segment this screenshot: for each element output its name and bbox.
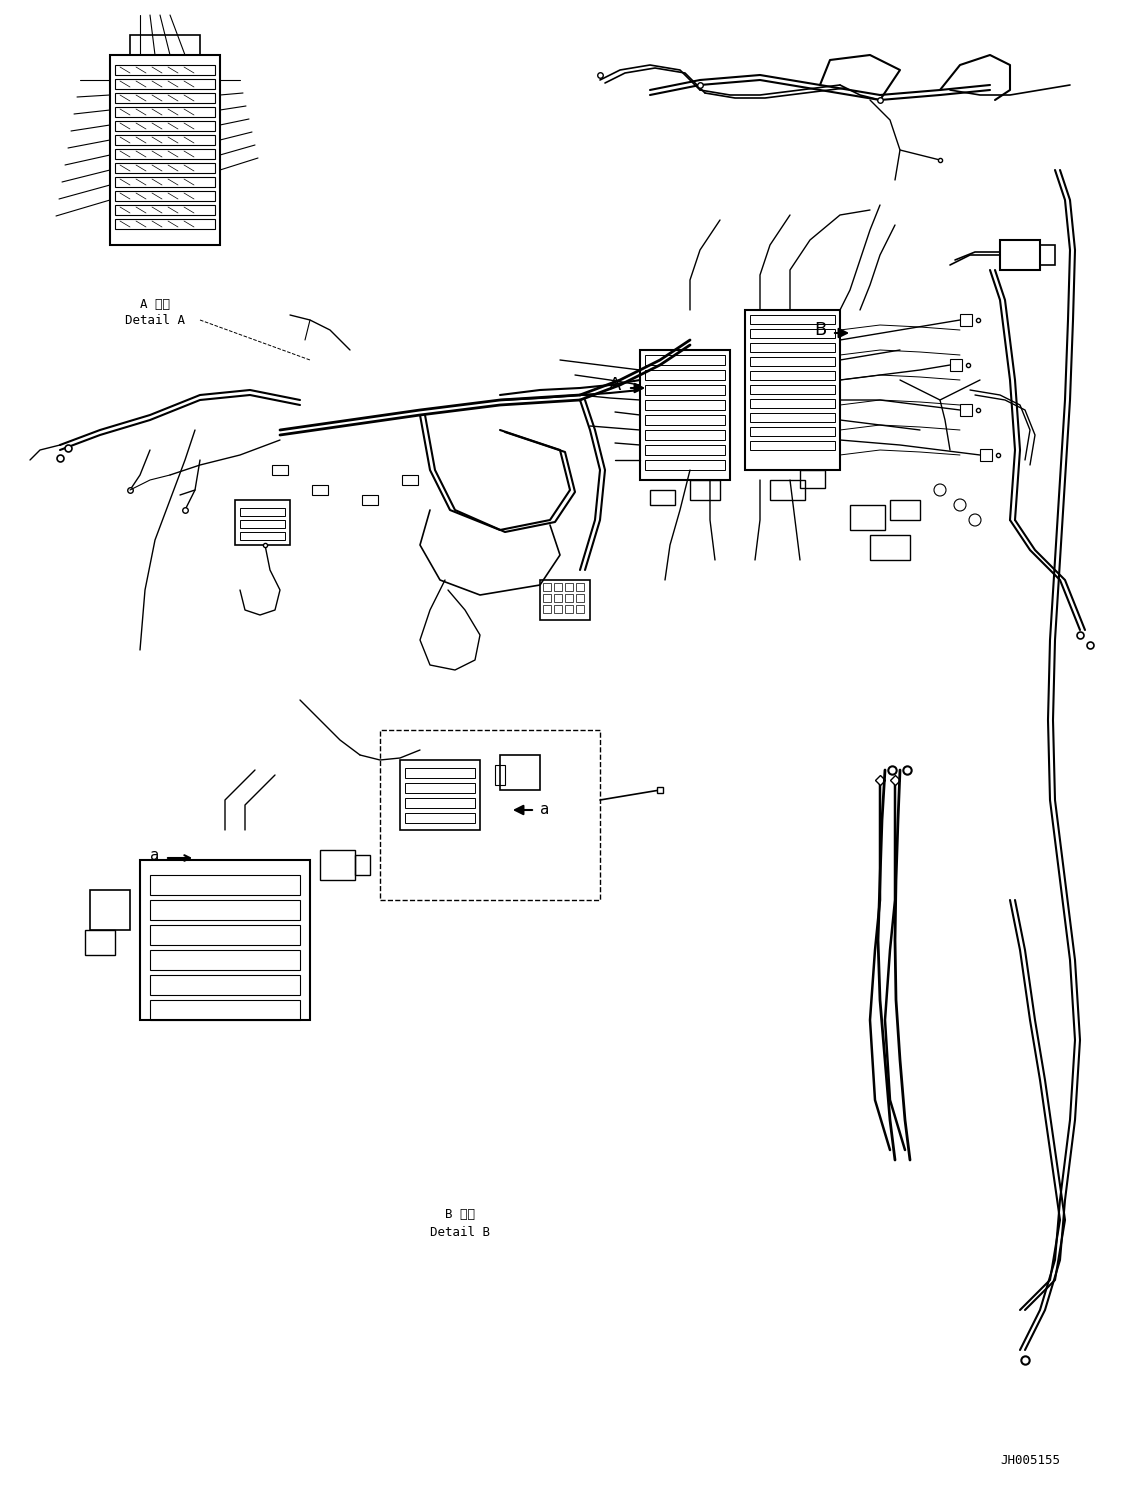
Bar [1000,240,1039,270]
Bar [149,900,300,921]
Bar [402,474,418,485]
Bar [149,874,300,895]
Bar [960,404,972,416]
Bar [576,604,584,613]
Bar [750,413,835,422]
Bar [770,480,806,500]
Bar [115,191,215,201]
Text: Detail A: Detail A [126,313,185,327]
Bar [380,730,600,900]
Bar [500,755,540,789]
Bar [645,370,725,380]
Bar [565,594,573,601]
Bar [690,480,720,500]
Bar [750,315,835,324]
Bar [540,580,590,621]
Bar [130,34,200,55]
Bar [576,594,584,601]
Bar [800,470,825,488]
Text: A 詳細: A 詳細 [140,298,170,312]
Bar [565,604,573,613]
Bar [555,604,563,613]
Bar [543,604,551,613]
Bar [405,783,475,794]
Bar [750,330,835,339]
Bar [750,372,835,380]
Bar [90,891,130,930]
Bar [645,430,725,440]
Text: B: B [814,321,826,339]
Bar [645,385,725,395]
Bar [750,427,835,436]
Bar [640,351,730,480]
Bar [115,178,215,186]
Bar [110,55,220,245]
Bar [115,134,215,145]
Bar [645,400,725,410]
Bar [495,765,505,785]
Bar [84,930,115,955]
Bar [115,121,215,131]
Text: a: a [151,847,160,862]
Bar [565,583,573,591]
Bar [240,521,285,528]
Bar [115,204,215,215]
Bar [115,107,215,116]
Bar [405,768,475,777]
Bar [362,495,378,504]
Bar [850,504,885,530]
Bar [149,1000,300,1021]
Bar [115,163,215,173]
Bar [115,93,215,103]
Bar [235,500,290,545]
Bar [319,850,355,880]
Text: B 詳細: B 詳細 [445,1209,475,1222]
Bar [149,925,300,944]
Bar [645,415,725,425]
Bar [311,485,327,495]
Bar [950,360,962,372]
Bar [149,950,300,970]
Bar [750,385,835,394]
Bar [405,813,475,824]
Bar [555,583,563,591]
Bar [576,583,584,591]
Text: JH005155: JH005155 [1000,1453,1060,1467]
Bar [115,79,215,90]
Bar [750,442,835,451]
Bar [400,759,480,830]
Bar [115,66,215,75]
Bar [869,536,911,560]
Bar [543,594,551,601]
Bar [115,149,215,160]
Bar [543,583,551,591]
Text: a: a [540,803,549,818]
Text: A: A [609,376,621,394]
Bar [272,466,288,474]
Bar [980,449,992,461]
Bar [750,343,835,352]
Bar [555,594,563,601]
Bar [750,357,835,366]
Text: Detail B: Detail B [430,1225,489,1238]
Bar [960,313,972,325]
Bar [240,507,285,516]
Bar [645,355,725,366]
Bar [355,855,370,874]
Bar [745,310,840,470]
Bar [240,533,285,540]
Bar [115,219,215,228]
Bar [890,500,920,521]
Bar [405,798,475,809]
Bar [750,398,835,407]
Bar [140,859,310,1021]
Bar [149,974,300,995]
Bar [645,445,725,455]
Bar [650,489,675,504]
Bar [645,460,725,470]
Bar [1039,245,1055,266]
